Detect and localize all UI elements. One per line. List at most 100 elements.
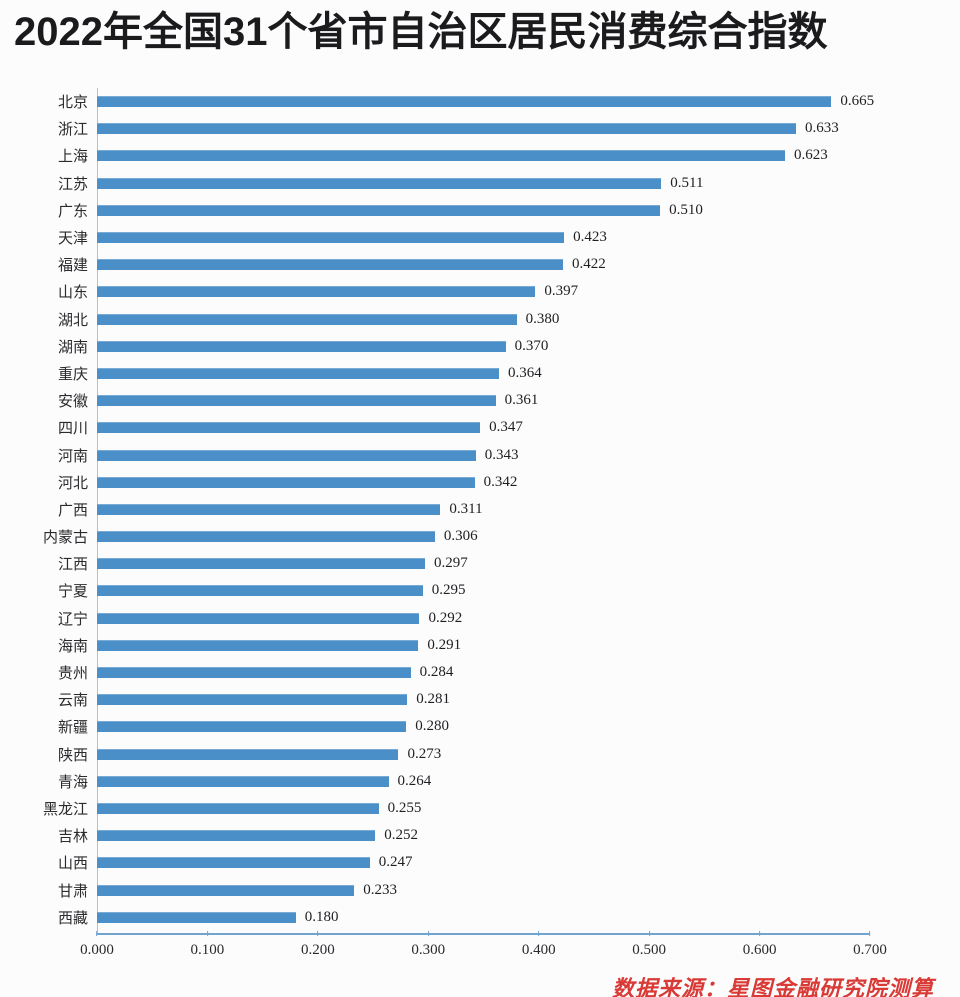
plot-area: 北京 0.665 浙江 0.633 上海 0.623 江苏 0.511 广东 0.510 天津 0.4… — [0, 88, 960, 933]
bar-track: 0.311 — [97, 501, 870, 518]
bar-track: 0.233 — [97, 882, 870, 899]
bar-track: 0.292 — [97, 610, 870, 627]
value-label: 0.311 — [449, 500, 483, 517]
province-label: 宁夏 — [57, 584, 88, 601]
bar — [97, 558, 425, 570]
x-axis-tick: 0.100 — [190, 930, 225, 959]
value-label: 0.633 — [805, 120, 839, 137]
province-label: 福建 — [57, 258, 88, 275]
bar-track: 0.665 — [97, 93, 874, 110]
bar-track: 0.306 — [97, 528, 870, 545]
province-label: 甘肃 — [57, 883, 88, 900]
value-label: 0.361 — [504, 392, 539, 409]
value-label: 0.511 — [670, 174, 704, 191]
value-label: 0.306 — [443, 528, 478, 545]
chart-row: 辽宁 0.292 — [0, 605, 960, 632]
value-label: 0.380 — [525, 310, 560, 327]
province-label: 天津 — [57, 231, 88, 248]
province-label: 青海 — [57, 774, 88, 791]
value-label: 0.264 — [397, 772, 432, 789]
chart-row: 山东 0.397 — [0, 278, 960, 305]
chart-row: 湖北 0.380 — [0, 306, 960, 333]
tick-label: 0.100 — [190, 941, 225, 958]
province-label: 陕西 — [57, 747, 88, 764]
chart-title: 2022年全国31个省市自治区居民消费综合指数 — [14, 10, 828, 54]
bar-track: 0.343 — [97, 447, 870, 464]
bar-track: 0.295 — [97, 582, 870, 599]
bar — [97, 639, 419, 651]
tick-label: 0.000 — [80, 941, 114, 958]
chart-row: 青海 0.264 — [0, 768, 960, 795]
province-label: 安徽 — [57, 394, 88, 411]
value-label: 0.280 — [415, 718, 449, 735]
chart-row: 陕西 0.273 — [0, 741, 960, 768]
bar — [97, 694, 408, 706]
bar — [97, 204, 661, 216]
bar-track: 0.281 — [97, 691, 870, 708]
bar — [97, 367, 499, 379]
chart-row: 贵州 0.284 — [0, 659, 960, 686]
x-axis-tick: 0.500 — [632, 930, 666, 959]
bar-track: 0.364 — [97, 365, 870, 382]
value-label: 0.247 — [378, 854, 413, 871]
x-axis-tick: 0.300 — [411, 930, 446, 959]
value-label: 0.342 — [483, 473, 518, 490]
bar — [97, 721, 407, 733]
bar-track: 0.247 — [97, 854, 870, 871]
bar — [97, 177, 662, 189]
tick-label: 0.300 — [411, 941, 446, 958]
bar-track: 0.380 — [97, 311, 870, 328]
value-label: 0.510 — [669, 201, 703, 218]
value-label: 0.343 — [484, 446, 519, 463]
bar-track: 0.422 — [97, 256, 870, 273]
chart-row: 甘肃 0.233 — [0, 876, 960, 903]
value-label: 0.347 — [489, 419, 523, 436]
chart-row: 重庆 0.364 — [0, 360, 960, 387]
bar — [97, 476, 475, 488]
bar — [97, 748, 399, 760]
bar-track: 0.423 — [97, 229, 870, 246]
bar-track: 0.397 — [97, 283, 870, 300]
province-label: 浙江 — [57, 122, 88, 139]
province-label: 辽宁 — [57, 611, 88, 628]
bar — [97, 449, 476, 461]
tick-mark — [206, 930, 208, 936]
value-label: 0.284 — [419, 664, 454, 681]
province-label: 湖北 — [57, 312, 88, 329]
value-label: 0.297 — [433, 555, 468, 572]
x-axis-tick: 0.200 — [300, 930, 335, 959]
province-label: 新疆 — [57, 720, 88, 737]
province-label: 江西 — [57, 557, 88, 574]
bar-track: 0.264 — [97, 773, 870, 790]
province-label: 河南 — [57, 448, 88, 465]
value-label: 0.252 — [384, 827, 419, 844]
bar — [97, 286, 536, 298]
value-label: 0.423 — [573, 229, 607, 246]
province-label: 吉林 — [57, 829, 88, 846]
x-axis: 0.000 0.100 0.200 0.300 0.400 0.500 0.600 0.700 — [80, 930, 887, 967]
province-label: 西藏 — [57, 910, 88, 927]
bar-track: 0.273 — [97, 746, 870, 763]
bar — [97, 422, 481, 434]
province-label: 湖南 — [57, 339, 88, 356]
bar-track: 0.297 — [97, 555, 870, 572]
bar-track: 0.623 — [97, 147, 870, 164]
chart-row: 江西 0.297 — [0, 550, 960, 577]
x-axis-tick: 0.000 — [80, 930, 114, 959]
x-axis-tick: 0.600 — [743, 930, 776, 959]
bar-track: 0.361 — [97, 392, 870, 409]
province-label: 内蒙古 — [42, 530, 88, 547]
value-label: 0.364 — [507, 364, 542, 381]
chart-row: 吉林 0.252 — [0, 822, 960, 849]
bar-track: 0.511 — [97, 175, 870, 192]
bar — [97, 802, 379, 814]
tick-label: 0.200 — [300, 941, 335, 958]
bar-chart: 北京 0.665 浙江 0.633 上海 0.623 江苏 0.511 广东 0.510 天津 0.4… — [0, 88, 960, 967]
tick-mark — [317, 930, 319, 936]
value-label: 0.281 — [416, 691, 451, 708]
province-label: 黑龙江 — [42, 801, 88, 818]
bar — [97, 667, 411, 679]
x-axis-tick: 0.400 — [522, 930, 556, 959]
chart-row: 广西 0.311 — [0, 496, 960, 523]
